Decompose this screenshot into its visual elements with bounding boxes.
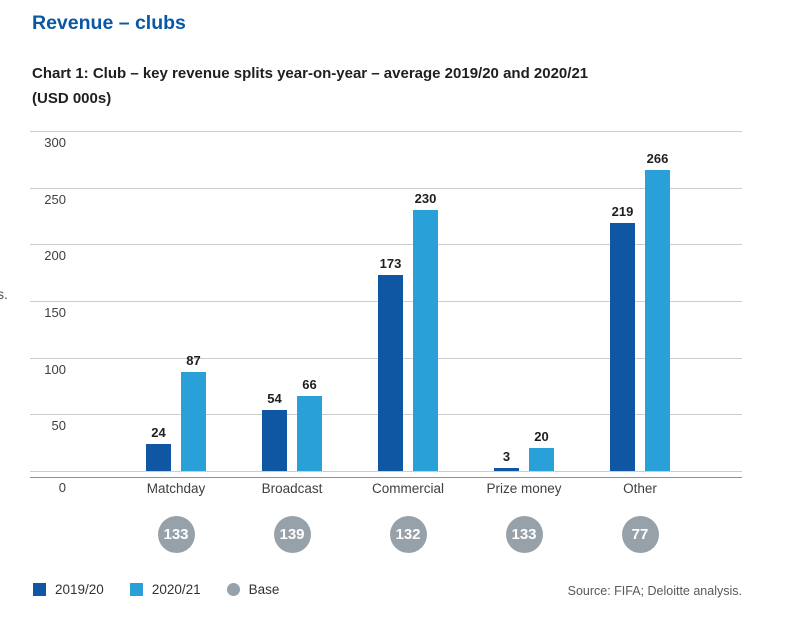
legend-item-base: Base — [226, 582, 280, 597]
gridline-0 — [30, 471, 742, 472]
gridline-250 — [30, 188, 742, 189]
chart-legend: 2019/20 2020/21 Base — [33, 582, 279, 597]
left-margin-text-fragment: s. — [0, 286, 8, 302]
legend-swatch-base-icon — [226, 583, 240, 596]
y-tick-label-300: 300 — [44, 135, 66, 150]
y-tick-label-250: 250 — [44, 192, 66, 207]
base-circle-2: 132 — [389, 516, 427, 553]
legend-swatch-2020-21-icon — [129, 583, 143, 596]
bar-2020-21-1 — [297, 396, 322, 471]
legend-label-base: Base — [248, 582, 280, 597]
bar-2020-21-4 — [645, 170, 670, 471]
base-circle-4: 77 — [621, 516, 659, 553]
gridline-300 — [30, 131, 742, 132]
bar-value-label: 24 — [151, 425, 166, 440]
x-axis-line — [30, 477, 742, 478]
bar-value-label: 87 — [186, 353, 201, 368]
bar-value-label: 230 — [414, 191, 437, 206]
y-tick-label-200: 200 — [44, 248, 66, 263]
page-title: Revenue – clubs — [32, 12, 186, 34]
y-tick-label-50: 50 — [51, 418, 66, 433]
bar-2019-20-3 — [494, 468, 519, 471]
bar-2020-21-3 — [529, 448, 554, 471]
bar-value-label: 20 — [534, 429, 549, 444]
gridline-200 — [30, 244, 742, 245]
legend-label-2020-21: 2020/21 — [151, 582, 201, 597]
y-tick-label-150: 150 — [44, 305, 66, 320]
category-label-1: Broadcast — [261, 481, 323, 496]
y-tick-label-0: 0 — [58, 480, 66, 495]
legend-label-2019-20: 2019/20 — [55, 582, 104, 597]
bar-2020-21-2 — [413, 210, 438, 471]
bar-2019-20-4 — [610, 223, 635, 471]
category-label-3: Prize money — [486, 481, 562, 496]
category-label-0: Matchday — [146, 481, 206, 496]
bar-value-label: 219 — [611, 204, 634, 219]
legend-item-2020-21: 2020/21 — [129, 582, 201, 597]
chart-title: Chart 1: Club – key revenue splits year-… — [32, 61, 732, 111]
bar-2019-20-0 — [146, 444, 171, 471]
chart-title-line2: (USD 000s) — [32, 90, 112, 107]
legend-swatch-2019-20-icon — [33, 583, 46, 596]
bar-value-label: 173 — [379, 256, 402, 271]
bar-2019-20-1 — [262, 410, 287, 471]
category-label-2: Commercial — [371, 481, 445, 496]
source-note: Source: FIFA; Deloitte analysis. — [567, 584, 742, 598]
base-circle-3: 133 — [505, 516, 543, 553]
bar-value-label: 3 — [502, 449, 511, 464]
base-circle-0: 133 — [157, 516, 195, 553]
category-label-4: Other — [623, 481, 657, 496]
bar-value-label: 54 — [267, 391, 282, 406]
base-circle-1: 139 — [273, 516, 311, 553]
y-tick-label-100: 100 — [44, 362, 66, 377]
bar-2019-20-2 — [378, 275, 403, 471]
bar-value-label: 66 — [302, 377, 317, 392]
legend-item-2019-20: 2019/20 — [33, 582, 104, 597]
bar-value-label: 266 — [646, 151, 669, 166]
chart-title-line1: Chart 1: Club – key revenue splits year-… — [32, 65, 589, 82]
bar-2020-21-0 — [181, 372, 206, 471]
